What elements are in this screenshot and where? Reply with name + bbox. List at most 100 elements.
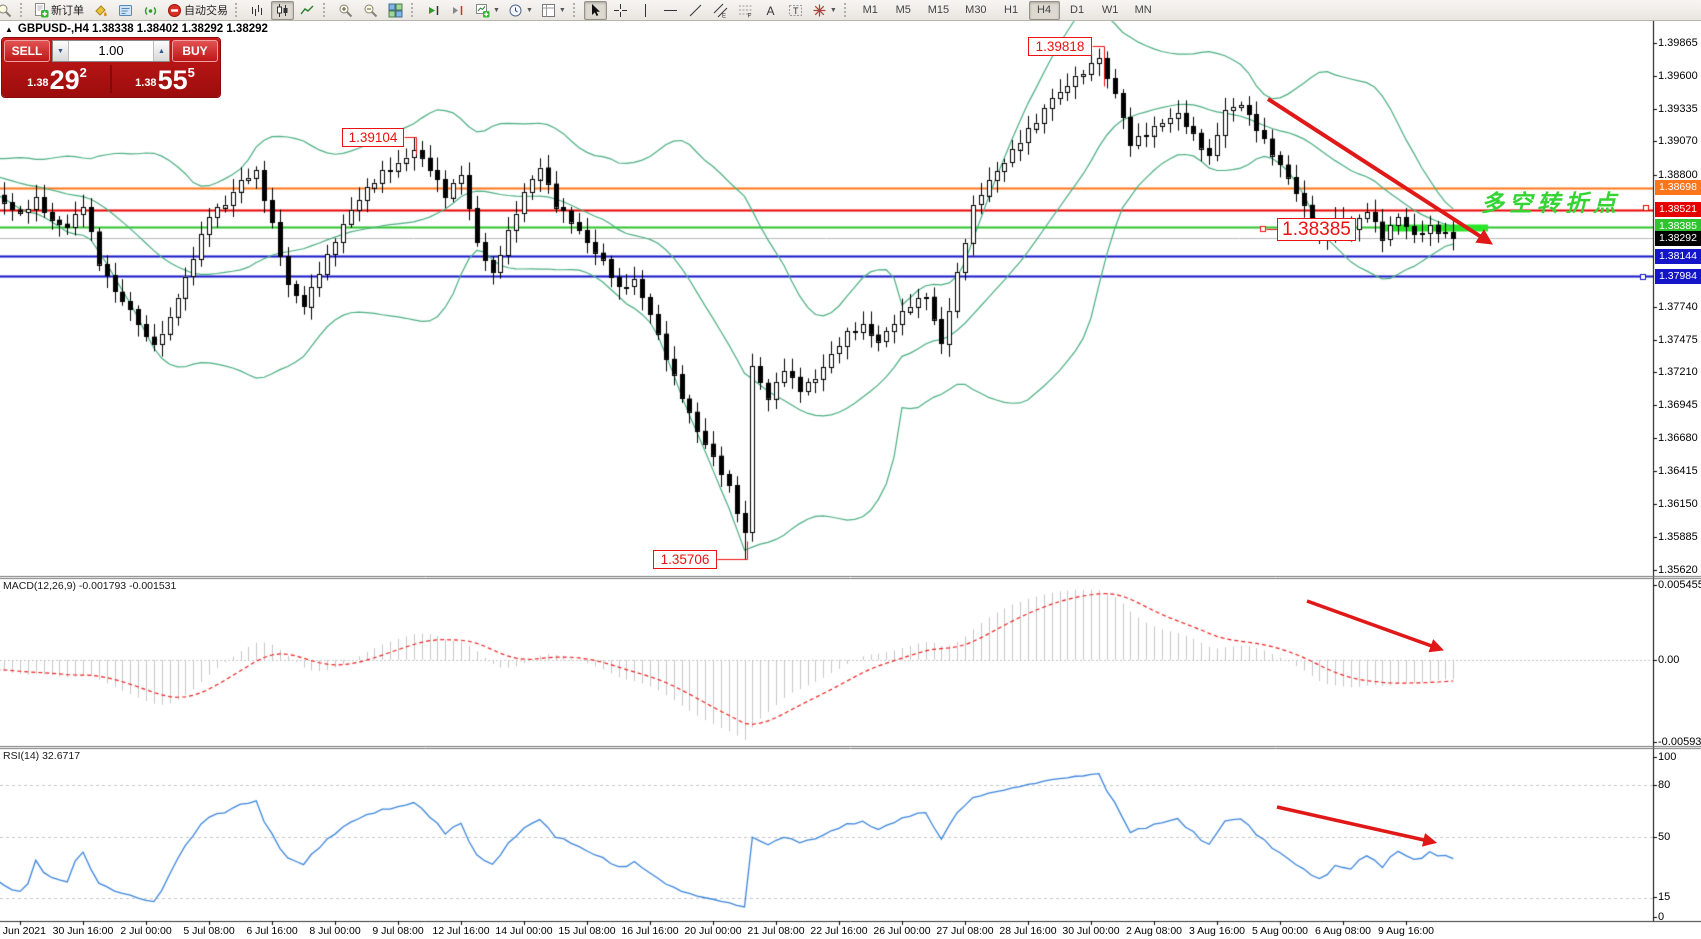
periods-button[interactable]: ▼ [505,1,536,20]
price-annotation[interactable]: 1.35706 [653,550,717,569]
horizontal-line-button[interactable] [659,1,682,20]
time-axis-label: 9 Jul 08:00 [372,925,424,937]
time-axis-label: 14 Jul 00:00 [495,925,553,937]
timeframe-m5-button[interactable]: M5 [895,4,911,16]
timeframe-h1-button[interactable]: H1 [1004,4,1019,16]
price-axis-tick: 1.39865 [1658,36,1698,49]
timeframe-w1-button[interactable]: W1 [1101,4,1119,16]
svg-text:E: E [722,13,726,18]
price-axis-tick: 1.39335 [1658,102,1698,115]
vertical-line-button[interactable] [634,1,657,20]
tile-windows-button[interactable] [384,1,407,20]
signals-button[interactable] [139,1,162,20]
time-axis-label: 6 Jul 16:00 [246,925,298,937]
bar-chart-icon [250,3,265,18]
new-order-button-label: 新订单 [51,5,84,17]
new-chart-button[interactable]: ▼ [472,1,503,20]
price-annotation[interactable]: 1.39104 [342,128,404,147]
zoom-out-button[interactable] [359,1,382,20]
buy-price-sup: 5 [187,65,195,80]
sell-price[interactable]: 1.38 29 2 [4,65,110,95]
line-chart-icon [300,3,315,18]
trendline-button[interactable] [684,1,707,20]
svg-text:T: T [793,6,799,16]
auto-scroll-icon [426,3,441,18]
templates-button[interactable]: ▼ [538,1,569,20]
price-badge: 1.38292 [1655,230,1701,246]
one-click-trading-panel: SELL ▼ 1.00 ▲ BUY 1.38 29 2 1.38 55 5 [2,38,220,97]
label-button[interactable]: T [784,1,807,20]
sell-button[interactable]: SELL [4,40,50,62]
sell-price-big: 29 [49,65,80,95]
arrows-icon [812,3,827,18]
rsi-axis-tick: 80 [1658,779,1671,791]
toolbar-grip [323,3,328,17]
price-annotation[interactable]: 1.39818 [1028,37,1092,56]
templates-icon [541,3,556,18]
time-axis-label: 5 Jul 08:00 [183,925,235,937]
candlestick-chart-button[interactable] [271,0,294,20]
fibonacci-button[interactable]: F [734,1,757,20]
macd-label: MACD(12,26,9) -0.001793 -0.001531 [3,580,177,592]
styler-icon [93,3,108,18]
macd-axis-tick: 0.00 [1658,654,1680,666]
candlestick-chart-icon [275,3,290,18]
vertical-line-icon [638,3,653,18]
time-axis-label: 5 Aug 00:00 [1251,925,1309,937]
bar-chart-button[interactable] [246,1,269,20]
text-button[interactable]: A [759,1,782,20]
timeframe-m15-button[interactable]: M15 [927,4,950,16]
label-icon: T [788,3,803,18]
styler-button[interactable] [89,1,112,20]
price-axis-tick: 1.36945 [1658,399,1698,412]
crosshair-button[interactable] [609,1,632,20]
channel-icon: E [713,3,728,18]
toolbar-grip [572,3,578,17]
chevron-down-icon: ▼ [829,6,837,14]
turning-point-note[interactable]: 多空转折点 [1481,190,1621,216]
autotrading-button[interactable]: 自动交易 [164,1,231,20]
timeframe-m1-button[interactable]: M1 [862,4,878,16]
price-annotation[interactable]: 1.38385 [1277,218,1356,241]
timeframe-h4-button[interactable]: H4 [1028,0,1060,20]
new-order-button[interactable]: 新订单 [31,1,87,20]
timeframe-mn-button[interactable]: MN [1134,4,1152,16]
zoom-in-button[interactable] [334,1,357,20]
price-axis-tick: 1.38800 [1658,169,1698,181]
line-chart-button[interactable] [296,1,319,20]
chart-shift-button[interactable] [447,1,470,20]
timeframe-d1-button[interactable]: D1 [1070,4,1085,16]
time-axis-label: 12 Jul 16:00 [432,925,490,937]
timeframe-m30-button[interactable]: M30 [965,4,987,16]
one-click-collapse-icon[interactable]: ▲ [5,24,13,34]
arrows-button[interactable]: ▼ [809,1,840,20]
price-divider [110,65,112,93]
volume-input[interactable]: 1.00 [98,43,124,58]
time-axis-label: 30 Jul 00:00 [1062,925,1120,937]
buy-price[interactable]: 1.38 55 5 [112,65,218,94]
volume-increase-button[interactable]: ▲ [153,41,169,61]
volume-decrease-button[interactable]: ▼ [53,41,69,61]
time-axis-label: 21 Jul 08:00 [747,925,805,937]
symbols-search-button[interactable] [0,1,16,20]
time-axis-label: 22 Jul 16:00 [810,925,868,937]
price-axis-tick: 1.39070 [1658,135,1698,148]
price-badge: 1.38385 [1655,219,1701,235]
cursor-button[interactable] [583,0,607,20]
macd-axis-tick: -0.005938 [1658,736,1701,748]
svg-text:A: A [766,4,774,18]
buy-button[interactable]: BUY [172,40,218,62]
signals-icon [143,3,158,18]
cursor-icon [588,3,603,18]
price-badge: 1.38521 [1655,202,1701,218]
auto-scroll-button[interactable] [422,1,445,20]
profiles-button[interactable] [114,1,137,20]
time-axis-label: 16 Jul 16:00 [621,925,679,937]
sell-price-small: 1.38 [27,77,49,89]
channel-button[interactable]: E [709,1,732,20]
price-axis-tick: 1.36150 [1658,498,1698,511]
time-axis-label: 9 Jun 2021 [0,925,46,937]
price-axis-tick: 1.39600 [1658,69,1698,82]
price-badge: 1.38698 [1655,180,1701,196]
